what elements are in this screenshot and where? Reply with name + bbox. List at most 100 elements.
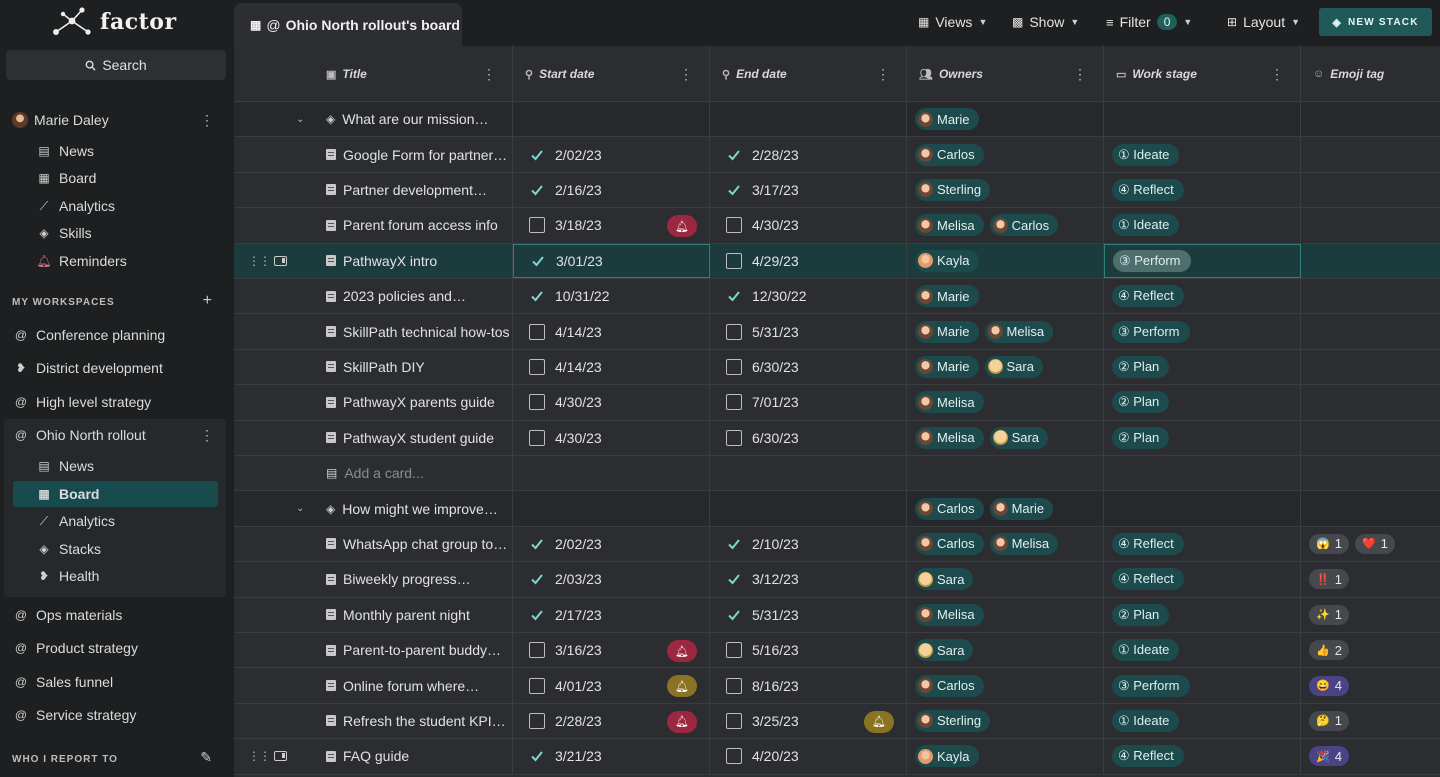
owner-chip[interactable]: Carlos	[915, 532, 984, 555]
edit-pencil-icon[interactable]: ✎	[200, 749, 212, 765]
add-workspace-icon[interactable]: +	[202, 292, 212, 309]
owners-cell[interactable]: Carlos	[907, 137, 1104, 172]
drag-handle-icon[interactable]: ⋮⋮	[248, 749, 271, 764]
emoji-tag-cell[interactable]: 👍 2	[1301, 633, 1440, 667]
work-stage-cell[interactable]: ④ Reflect	[1104, 172, 1301, 208]
sidebar-item-skills[interactable]: ◈ Skills	[0, 220, 234, 246]
work-stage-tag[interactable]: ② Plan	[1112, 426, 1170, 449]
work-stage-tag[interactable]: ④ Reflect	[1112, 532, 1184, 555]
reminder-bell-icon[interactable]: 🔔︎	[667, 675, 697, 698]
start-date-cell[interactable]	[513, 456, 710, 491]
owner-chip[interactable]: Marie	[915, 285, 979, 308]
emoji-tag-cell[interactable]: ✨ 1	[1301, 598, 1440, 632]
column-header-title[interactable]: ▣ Title ⋮	[314, 46, 513, 102]
work-stage-cell[interactable]: ① Ideate	[1104, 137, 1301, 172]
title-cell[interactable]: SkillPath DIY	[314, 349, 513, 385]
owners-cell[interactable]: Carlos	[907, 668, 1104, 703]
work-stage-tag[interactable]: ① Ideate	[1112, 214, 1180, 237]
user-menu-icon[interactable]: ⋮	[200, 111, 214, 128]
open-card-icon[interactable]	[274, 255, 287, 266]
owners-cell[interactable]: Sara	[907, 562, 1104, 597]
owners-cell[interactable]: Sara	[907, 633, 1104, 668]
owner-chip[interactable]: Melisa	[989, 532, 1059, 555]
title-cell[interactable]: Biweekly progress…	[314, 562, 513, 597]
checkbox[interactable]	[726, 429, 742, 446]
title-cell[interactable]: Parent-to-parent buddy…	[314, 633, 513, 668]
workspace-item-conference-planning[interactable]: @ Conference planning	[0, 322, 234, 348]
work-stage-cell[interactable]: ① Ideate	[1104, 703, 1301, 739]
workspace-menu-icon[interactable]: ⋮	[200, 426, 214, 443]
work-stage-tag[interactable]: ③ Perform	[1112, 674, 1190, 697]
user-item[interactable]: Marie Daley ⋮	[0, 107, 234, 133]
emoji-tag-cell[interactable]	[1301, 385, 1440, 419]
end-date-cell[interactable]: 3/17/23	[710, 172, 907, 208]
workspace-item-service-strategy[interactable]: @ Service strategy	[0, 702, 234, 728]
work-stage-cell[interactable]: ② Plan	[1104, 420, 1301, 455]
workspace-item-district-development[interactable]: ❥ District development	[0, 355, 234, 381]
checkbox[interactable]	[529, 358, 545, 375]
title-cell[interactable]: 2023 policies and…	[314, 279, 513, 314]
start-date-cell[interactable]: 2/16/23	[513, 172, 710, 208]
table-row[interactable]: Monthly parent night 2/17/23 5/31/23 Melisa…	[234, 597, 1440, 633]
checkbox[interactable]	[529, 288, 545, 304]
owners-cell[interactable]: Melisa Sara	[907, 420, 1104, 455]
owner-chip[interactable]: Sara	[915, 639, 974, 662]
owners-cell[interactable]: Melisa Carlos	[907, 208, 1104, 243]
column-header-owners[interactable]: 👥︎ Owners ⋮	[907, 46, 1104, 102]
owners-cell[interactable]: Kayla	[907, 243, 1104, 278]
layout-button[interactable]: ⊞ Layout ▼	[1227, 11, 1300, 33]
end-date-cell[interactable]: 5/31/23	[710, 314, 907, 349]
workspace-item-high-level-strategy[interactable]: @ High level strategy	[0, 389, 234, 415]
end-date-cell[interactable]: 6/30/23	[710, 349, 907, 385]
sidebar-item-analytics[interactable]: ⟋ Analytics	[0, 193, 234, 219]
board-tab[interactable]: ▦ @ Ohio North rollout's board	[234, 3, 462, 46]
checkbox[interactable]	[529, 677, 545, 694]
logo[interactable]: factor	[50, 4, 177, 40]
checkbox[interactable]	[529, 429, 545, 446]
emoji-tag-cell[interactable]: 🎉 4	[1301, 739, 1440, 773]
end-date-cell[interactable]: 5/31/23	[710, 597, 907, 632]
work-stage-cell[interactable]: ① Ideate	[1104, 208, 1301, 243]
owners-cell[interactable]: Marie Sara	[907, 349, 1104, 385]
show-button[interactable]: ▩ Show ▼	[1012, 11, 1079, 33]
column-menu-icon[interactable]: ⋮	[679, 65, 693, 82]
group-row[interactable]: ⌄ ◈ How might we improve… Carlos Marie	[234, 491, 1440, 527]
work-stage-tag[interactable]: ② Plan	[1112, 391, 1170, 414]
emoji-tag-cell[interactable]: 🤔 1	[1301, 704, 1440, 738]
ws-item-stacks[interactable]: ◈ Stacks	[0, 536, 234, 562]
work-stage-tag[interactable]: ④ Reflect	[1112, 178, 1184, 201]
owner-chip[interactable]: Carlos	[989, 214, 1059, 237]
start-date-cell[interactable]: 3/16/23 🔔︎	[513, 633, 710, 668]
checkbox[interactable]	[726, 394, 742, 411]
work-stage-cell[interactable]: ① Ideate	[1104, 633, 1301, 668]
filter-button[interactable]: ≡ Filter 0 ▼	[1106, 11, 1192, 33]
owners-cell[interactable]: Melisa	[907, 385, 1104, 420]
add-card-link[interactable]: Add a card...	[344, 465, 424, 482]
end-date-cell[interactable]: 7/01/23	[710, 385, 907, 420]
start-date-cell[interactable]: 2/28/23 🔔︎	[513, 703, 710, 739]
emoji-tag-cell[interactable]	[1301, 102, 1440, 136]
owner-chip[interactable]: Melisa	[915, 214, 984, 237]
add-card-row[interactable]: ▤ Add a card...	[234, 456, 1440, 492]
emoji-tag-cell[interactable]	[1301, 421, 1440, 455]
work-stage-tag[interactable]: ① Ideate	[1112, 143, 1180, 166]
owners-cell[interactable]: Kayla	[907, 739, 1104, 774]
start-date-cell[interactable]: 3/01/23	[513, 243, 710, 278]
emoji-tag-cell[interactable]	[1301, 350, 1440, 384]
reminder-bell-icon[interactable]: 🔔︎	[667, 710, 697, 733]
owners-cell[interactable]: Marie	[907, 279, 1104, 314]
work-stage-cell[interactable]	[1104, 491, 1301, 526]
emoji-reaction[interactable]: 🤔 1	[1309, 710, 1349, 731]
ws-item-board[interactable]: ▦ Board	[0, 481, 234, 507]
checkbox[interactable]	[529, 748, 545, 764]
work-stage-cell[interactable]: ③ Perform	[1104, 243, 1301, 278]
checkbox[interactable]	[529, 642, 545, 659]
title-cell[interactable]: SkillPath technical how-tos	[314, 314, 513, 349]
owner-chip[interactable]: Melisa	[915, 426, 984, 449]
end-date-cell[interactable]: 4/29/23	[710, 243, 907, 278]
owner-chip[interactable]: Kayla	[915, 249, 979, 272]
drag-handle-icon[interactable]: ⋮⋮	[248, 253, 271, 268]
column-header-work-stage[interactable]: ▭ Work stage ⋮	[1104, 46, 1301, 102]
reminder-bell-icon[interactable]: 🔔︎	[864, 710, 894, 733]
table-row[interactable]: Partner development… 2/16/23 3/17/23 Sterli…	[234, 172, 1440, 209]
